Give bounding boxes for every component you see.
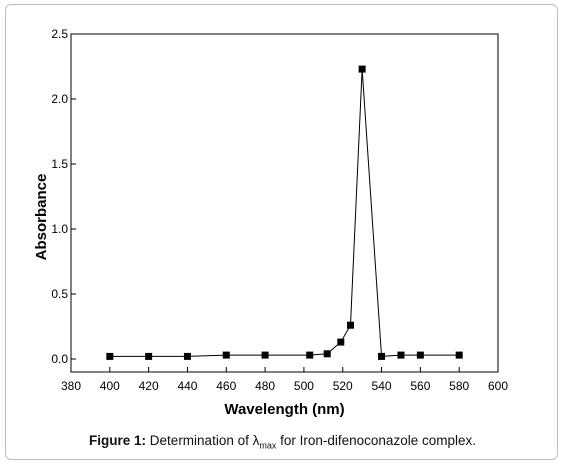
- plot-frame: [70, 33, 499, 373]
- x-tick-label: 600: [488, 379, 508, 393]
- x-tick-label: 420: [139, 379, 159, 393]
- x-tick-label: 540: [372, 379, 392, 393]
- data-point: [183, 352, 191, 360]
- caption-text: Determination of λ: [149, 433, 260, 448]
- caption-subscript: max: [259, 440, 277, 451]
- data-point: [323, 350, 331, 358]
- x-tick-label: 480: [255, 379, 275, 393]
- x-tick-label: 520: [333, 379, 353, 393]
- x-tick-label: 500: [294, 379, 314, 393]
- data-point: [455, 351, 463, 359]
- data-point: [397, 351, 405, 359]
- caption-label: Figure 1:: [89, 433, 147, 448]
- data-point: [306, 351, 314, 359]
- data-point: [106, 352, 114, 360]
- y-tick-label: 1.0: [51, 222, 68, 236]
- x-tick-label: 440: [177, 379, 197, 393]
- data-point: [358, 65, 366, 73]
- data-point: [337, 338, 345, 346]
- data-point: [222, 351, 230, 359]
- data-point: [261, 351, 269, 359]
- data-point: [346, 321, 354, 329]
- x-tick-label: 460: [216, 379, 236, 393]
- data-point: [145, 352, 153, 360]
- y-tick-label: 2.0: [51, 92, 68, 106]
- y-tick-label: 1.5: [51, 157, 68, 171]
- data-point: [416, 351, 424, 359]
- data-point: [378, 352, 386, 360]
- x-axis-title: Wavelength (nm): [224, 401, 344, 418]
- figure-frame: [5, 4, 558, 460]
- y-tick-label: 2.5: [51, 27, 68, 41]
- x-tick-label: 560: [410, 379, 430, 393]
- x-tick-label: 580: [449, 379, 469, 393]
- x-tick-label: 380: [61, 379, 81, 393]
- y-tick-label: 0.5: [51, 287, 68, 301]
- figure-caption: Figure 1: Determination of λmax for Iron…: [0, 433, 565, 451]
- absorbance-chart: 380 400 420 440 460 480 500 520 540 560 580 600 0.0 0…: [33, 27, 508, 418]
- y-axis-title: Absorbance: [33, 174, 50, 261]
- x-tick-label: 400: [100, 379, 120, 393]
- caption-text-end: for Iron-difenoconazole complex.: [276, 433, 476, 448]
- y-tick-label: 0.0: [51, 352, 68, 366]
- series-line: [109, 69, 460, 357]
